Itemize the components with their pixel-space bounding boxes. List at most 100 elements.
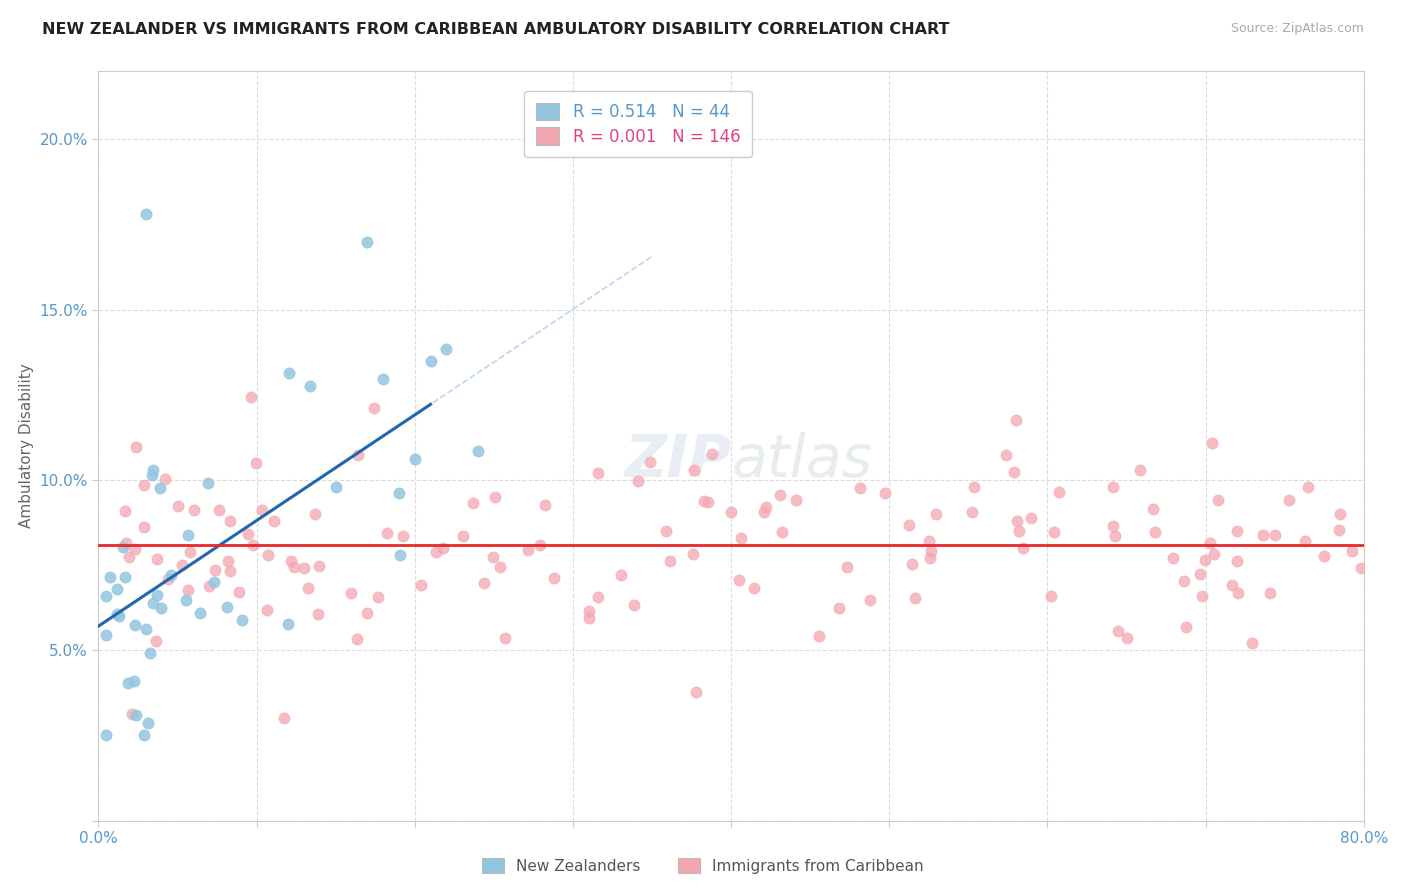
Point bbox=[297, 582, 319, 596]
Point bbox=[98, 570, 121, 584]
Point bbox=[1002, 465, 1025, 479]
Point bbox=[388, 486, 411, 500]
Point bbox=[371, 372, 394, 386]
Point bbox=[179, 545, 201, 559]
Point bbox=[1021, 510, 1043, 524]
Point bbox=[451, 529, 474, 543]
Point bbox=[347, 448, 370, 462]
Point bbox=[107, 582, 129, 596]
Point bbox=[96, 590, 118, 604]
Point bbox=[392, 529, 415, 543]
Point bbox=[1329, 507, 1351, 521]
Point bbox=[963, 480, 986, 494]
Point bbox=[727, 573, 749, 587]
Point bbox=[139, 646, 162, 660]
Point bbox=[858, 592, 880, 607]
Point bbox=[848, 481, 870, 495]
Point bbox=[188, 606, 211, 620]
Point bbox=[588, 590, 610, 604]
Point bbox=[785, 492, 807, 507]
Point bbox=[325, 480, 347, 494]
Point bbox=[375, 526, 398, 541]
Text: atlas: atlas bbox=[731, 433, 872, 490]
Point bbox=[404, 452, 426, 467]
Point bbox=[682, 547, 704, 561]
Point bbox=[770, 525, 793, 540]
Point bbox=[1101, 519, 1123, 533]
Legend: New Zealanders, Immigrants from Caribbean: New Zealanders, Immigrants from Caribbea… bbox=[477, 852, 929, 880]
Point bbox=[1142, 502, 1164, 516]
Point bbox=[292, 560, 315, 574]
Point bbox=[299, 378, 322, 392]
Point bbox=[769, 488, 792, 502]
Point bbox=[627, 474, 650, 488]
Point bbox=[1226, 524, 1249, 538]
Point bbox=[1298, 480, 1320, 494]
Point bbox=[1350, 560, 1372, 574]
Point bbox=[356, 235, 378, 249]
Point bbox=[112, 541, 135, 555]
Point bbox=[925, 507, 948, 521]
Point bbox=[1206, 492, 1229, 507]
Point bbox=[389, 549, 412, 563]
Point bbox=[1313, 549, 1336, 564]
Point bbox=[202, 574, 225, 589]
Point bbox=[1294, 533, 1316, 548]
Point bbox=[339, 586, 361, 600]
Point bbox=[900, 558, 922, 572]
Point bbox=[96, 728, 118, 742]
Point bbox=[105, 607, 128, 622]
Point bbox=[1264, 528, 1286, 542]
Point bbox=[1040, 590, 1063, 604]
Point bbox=[1005, 413, 1028, 427]
Point bbox=[124, 618, 146, 632]
Point bbox=[156, 572, 179, 586]
Point bbox=[1175, 620, 1198, 634]
Point bbox=[700, 447, 723, 461]
Point bbox=[1240, 636, 1263, 650]
Point bbox=[807, 629, 830, 643]
Point bbox=[425, 545, 447, 559]
Point bbox=[960, 505, 983, 519]
Point bbox=[145, 634, 167, 648]
Point bbox=[125, 440, 148, 454]
Point bbox=[283, 560, 305, 574]
Point bbox=[1258, 586, 1281, 600]
Point bbox=[1341, 544, 1364, 558]
Point bbox=[346, 632, 368, 646]
Point bbox=[142, 463, 165, 477]
Point bbox=[228, 585, 250, 599]
Point bbox=[918, 534, 941, 549]
Point bbox=[114, 503, 136, 517]
Text: Source: ZipAtlas.com: Source: ZipAtlas.com bbox=[1230, 22, 1364, 36]
Point bbox=[409, 577, 432, 591]
Point bbox=[240, 390, 263, 404]
Point bbox=[136, 715, 159, 730]
Point bbox=[685, 685, 707, 699]
Point bbox=[1116, 631, 1139, 645]
Point bbox=[484, 490, 506, 504]
Point bbox=[204, 563, 226, 577]
Point bbox=[1189, 566, 1212, 581]
Point bbox=[898, 517, 921, 532]
Point bbox=[134, 520, 156, 534]
Point bbox=[114, 570, 136, 584]
Point bbox=[623, 598, 645, 612]
Point bbox=[208, 502, 231, 516]
Point bbox=[482, 550, 505, 565]
Point bbox=[277, 617, 299, 632]
Point bbox=[135, 207, 157, 221]
Text: NEW ZEALANDER VS IMMIGRANTS FROM CARIBBEAN AMBULATORY DISABILITY CORRELATION CHA: NEW ZEALANDER VS IMMIGRANTS FROM CARIBBE… bbox=[42, 22, 949, 37]
Point bbox=[1191, 589, 1213, 603]
Point bbox=[273, 711, 295, 725]
Point bbox=[108, 608, 131, 623]
Point bbox=[277, 366, 299, 380]
Point bbox=[363, 401, 385, 416]
Point bbox=[1199, 536, 1222, 550]
Point bbox=[1008, 524, 1031, 538]
Point bbox=[160, 568, 183, 582]
Point bbox=[256, 602, 278, 616]
Point bbox=[231, 613, 253, 627]
Point bbox=[1047, 485, 1070, 500]
Point bbox=[150, 600, 173, 615]
